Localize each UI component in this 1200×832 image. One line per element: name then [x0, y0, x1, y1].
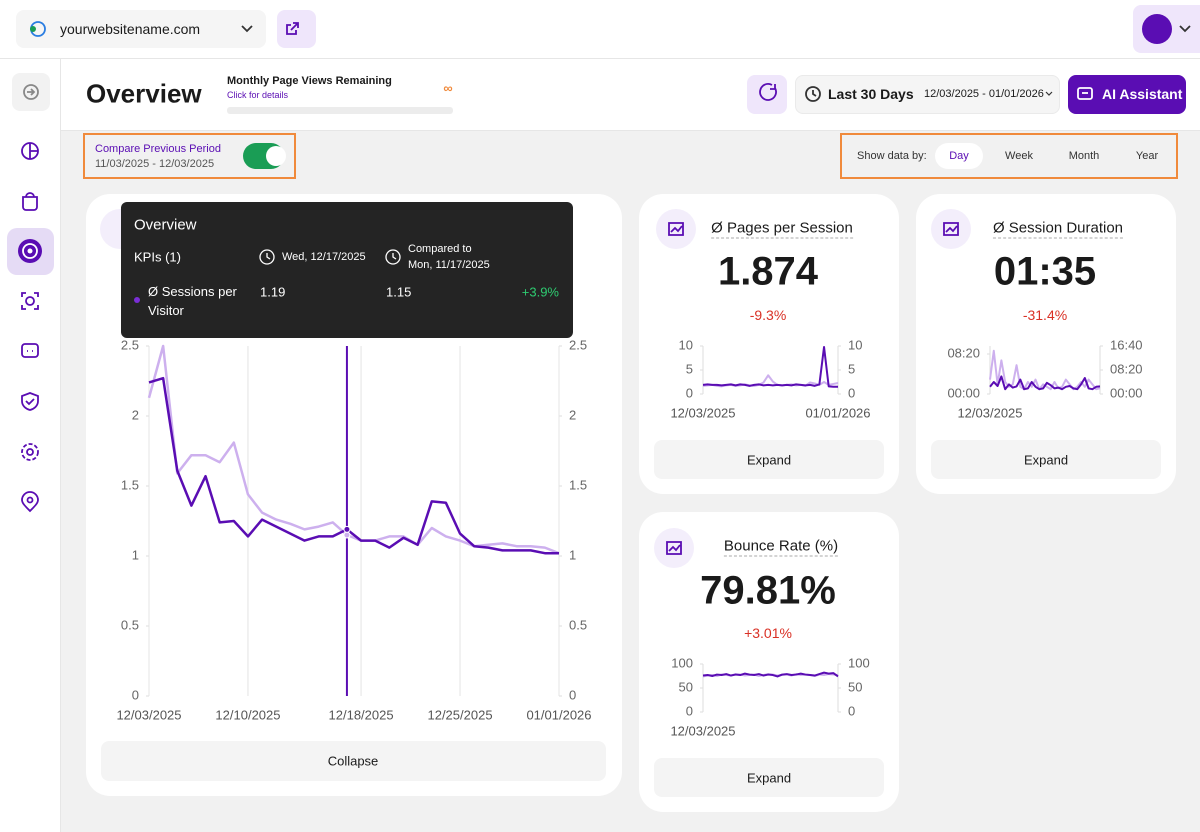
tooltip-current: 1.19	[260, 284, 286, 300]
tooltip: Overview KPIs (1) Wed, 12/17/2025 Compared …	[121, 202, 573, 338]
tooltip-compared-date: Mon, 11/17/2025	[408, 259, 490, 271]
quota-link: Click for details	[227, 90, 289, 100]
tooltip-date: Wed, 12/17/2025	[282, 251, 366, 263]
compare-box	[83, 133, 296, 179]
granularity-selected	[935, 143, 983, 169]
page-title: Overview	[86, 78, 202, 109]
card-change: -31.4%	[1022, 307, 1068, 323]
granularity-option[interactable]: Year	[1135, 150, 1159, 162]
tooltip-icons	[134, 249, 401, 303]
site-select[interactable]	[16, 10, 266, 48]
granularity-option[interactable]: Week	[1005, 150, 1033, 162]
tooltip-title: Overview	[134, 216, 197, 234]
date-range[interactable]	[795, 75, 1060, 114]
card-change: -9.3%	[749, 307, 787, 323]
site-name: yourwebsitename.com	[60, 21, 201, 37]
nav-active[interactable]	[7, 228, 54, 275]
card-change: +3.01%	[744, 625, 792, 641]
tooltip-row-label: Ø Sessions per Visitor	[148, 284, 237, 318]
compare-dates: 11/03/2025 - 12/03/2025	[95, 158, 215, 170]
account-menu[interactable]	[1133, 5, 1200, 53]
quota-value: ∞	[443, 80, 453, 96]
expand-button[interactable]	[931, 440, 1161, 479]
card-value: 79.81%	[700, 568, 836, 613]
card-title: Ø Session Duration	[992, 219, 1124, 239]
expand-button[interactable]	[654, 440, 884, 479]
card-value: 1.874	[717, 249, 819, 294]
compare-toggle[interactable]	[243, 143, 284, 169]
card-button-label: Expand	[1023, 452, 1069, 468]
card-value: 01:35	[993, 249, 1097, 294]
range-dates: 12/03/2025 - 01/01/2026	[924, 88, 1044, 100]
expand-button[interactable]	[654, 758, 884, 797]
granularity-option[interactable]: Month	[1068, 150, 1100, 162]
card-title: Ø Pages per Session	[711, 219, 853, 239]
granularity-box	[840, 133, 1178, 179]
open-site-button[interactable]	[277, 10, 316, 48]
card-button-label: Collapse	[327, 753, 379, 769]
refresh-button[interactable]	[747, 75, 787, 114]
tooltip-previous: 1.15	[386, 284, 412, 300]
tooltip-kpis: KPIs (1)	[134, 249, 181, 265]
granularity-option[interactable]: Day	[949, 150, 969, 162]
quota-bar	[227, 107, 453, 114]
card-button-label: Expand	[746, 770, 792, 786]
sidebar	[0, 59, 61, 832]
sidebar-toggle[interactable]	[12, 73, 50, 111]
granularity-label: Show data by:	[857, 150, 927, 162]
tooltip-compared-label: Compared to	[408, 243, 472, 255]
compare-label: Compare Previous Period	[95, 143, 221, 155]
range-label: Last 30 Days	[828, 86, 914, 102]
card-title: Bounce Rate (%)	[723, 537, 839, 557]
collapse-button[interactable]	[101, 741, 606, 781]
quota-label: Monthly Page Views Remaining	[227, 75, 392, 87]
card-button-label: Expand	[746, 452, 792, 468]
tooltip-change: +3.9%	[521, 284, 559, 300]
ai-button-label: AI Assistant	[1102, 86, 1183, 102]
